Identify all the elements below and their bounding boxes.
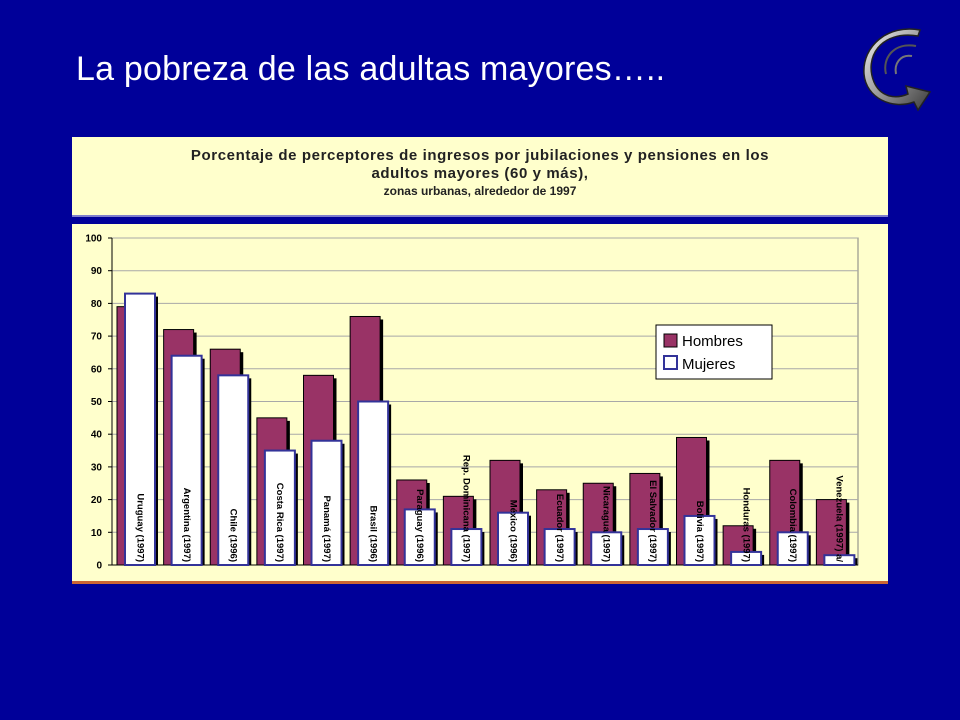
y-tick-label: 40 [91, 430, 103, 441]
legend-swatch-mujeres [663, 355, 678, 370]
y-tick-label: 60 [91, 364, 103, 375]
x-category-label: Rep. Dominicana (1997) [461, 455, 472, 562]
y-tick-label: 0 [96, 561, 102, 572]
y-tick-label: 90 [91, 266, 103, 277]
x-category-label: Nicaragua (1997) [601, 486, 612, 562]
legend-label-mujeres: Mujeres [682, 356, 735, 373]
x-category-label: Uruguay (1997) [134, 493, 145, 562]
x-category-label: México (1996) [507, 500, 518, 562]
legend-label-hombres: Hombres [682, 333, 743, 350]
x-category-label: Costa Rica (1997) [274, 483, 285, 562]
x-category-label: Venezuela (1997) a/ [834, 475, 845, 562]
bar-mujeres [683, 514, 716, 567]
bar-mujeres [310, 439, 343, 567]
y-tick-label: 70 [91, 332, 103, 343]
bar-mujeres [170, 354, 203, 566]
bar-mujeres [823, 554, 856, 567]
chart-subtitle: zonas urbanas, alrededor de 1997 [383, 184, 577, 198]
bar-mujeres [543, 528, 576, 566]
bar-mujeres [217, 374, 250, 566]
y-tick-label: 10 [91, 528, 103, 539]
bar-mujeres [590, 531, 623, 566]
bar-mujeres [497, 511, 529, 566]
bar-mujeres [124, 292, 156, 566]
x-category-label: Chile (1996) [228, 509, 239, 562]
bar-mujeres [450, 528, 483, 566]
y-tick-label: 80 [91, 299, 103, 310]
x-category-label: Paraguay (1996) [414, 489, 425, 562]
x-category-label: El Salvador (1997) [647, 480, 658, 562]
bar-hombres [815, 499, 847, 566]
x-category-label: Argentina (1997) [181, 488, 192, 562]
chart-plot-area: 0 10 20 30 40 50 60 70 80 90 100 Uruguay (1997) Arge… [72, 224, 888, 584]
x-category-label: Bolivia (1997) [694, 501, 705, 562]
y-tick-label: 30 [91, 462, 103, 473]
y-tick-label: 20 [91, 495, 103, 506]
bar-mujeres [730, 550, 763, 567]
x-category-label: Honduras (1997) [740, 488, 751, 562]
bar-chart: 0 10 20 30 40 50 60 70 80 90 100 Uruguay (1997) Arge… [85, 234, 859, 572]
legend-swatch-hombres [663, 333, 678, 348]
return-arrow-icon[interactable] [860, 28, 936, 112]
chart-title-line-1: Porcentaje de perceptores de ingresos po… [190, 147, 770, 164]
x-category-label: Colombia (1997) [787, 489, 798, 562]
x-category-label: Panamá (1997) [321, 495, 332, 562]
chart-title-panel: Porcentaje de perceptores de ingresos po… [72, 137, 888, 217]
x-category-label: Brasil (1996) [367, 505, 378, 562]
bar-mujeres [776, 531, 809, 566]
chart-title-line-2: adultos mayores (60 y más), [371, 165, 589, 182]
y-tick-label: 100 [85, 234, 102, 245]
bar-mujeres [263, 449, 296, 566]
bar-mujeres [357, 400, 390, 566]
slide-title: La pobreza de las adultas mayores….. [76, 50, 666, 88]
y-tick-label: 50 [91, 397, 103, 408]
bar-mujeres [403, 508, 436, 567]
x-category-label: Ecuador (1997) [554, 494, 565, 562]
bar-mujeres [636, 528, 669, 566]
